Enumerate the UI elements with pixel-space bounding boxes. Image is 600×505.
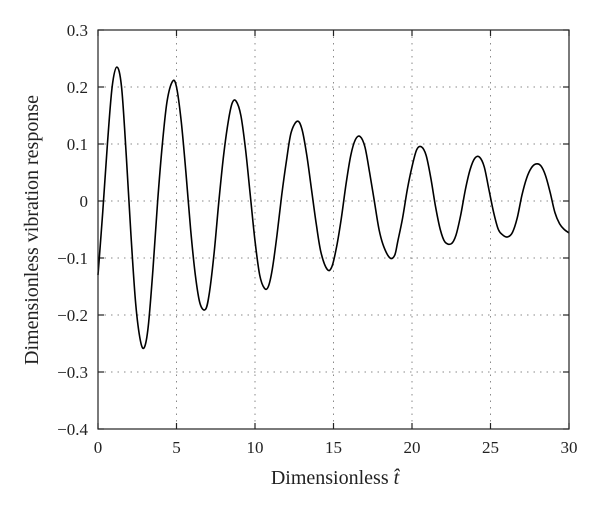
vibration-response-line [97, 66, 570, 350]
tick-labels: 0 5 10 15 20 25 30 −0.4 −0.3 −0.2 −0.1 0 0.1 0.2 0.3 [57, 21, 577, 457]
x-tick-label: 5 [172, 438, 181, 457]
x-tick-label: 30 [561, 438, 578, 457]
y-tick-label: 0.1 [67, 135, 88, 154]
x-tick-label: 0 [94, 438, 103, 457]
x-tick-label: 15 [325, 438, 342, 457]
x-tick-label: 20 [404, 438, 421, 457]
x-axis-label: Dimensionless t̂ [271, 467, 401, 489]
y-tick-label: −0.2 [57, 306, 88, 325]
y-tick-label: 0.3 [67, 21, 88, 40]
x-axis-label-text: Dimensionless [271, 467, 389, 489]
y-axis-label: Dimensionless vibration response [21, 95, 43, 365]
x-tick-label: 10 [247, 438, 264, 457]
y-tick-label: 0.2 [67, 78, 88, 97]
y-tick-label: −0.4 [57, 420, 88, 439]
plot-frame [97, 29, 570, 430]
x-tick-label: 25 [482, 438, 499, 457]
y-tick-label: −0.1 [57, 249, 88, 268]
y-tick-label: 0 [80, 192, 89, 211]
series-layer [97, 66, 570, 350]
x-axis-label-symbol: t̂ [394, 467, 401, 489]
y-tick-label: −0.3 [57, 363, 88, 382]
